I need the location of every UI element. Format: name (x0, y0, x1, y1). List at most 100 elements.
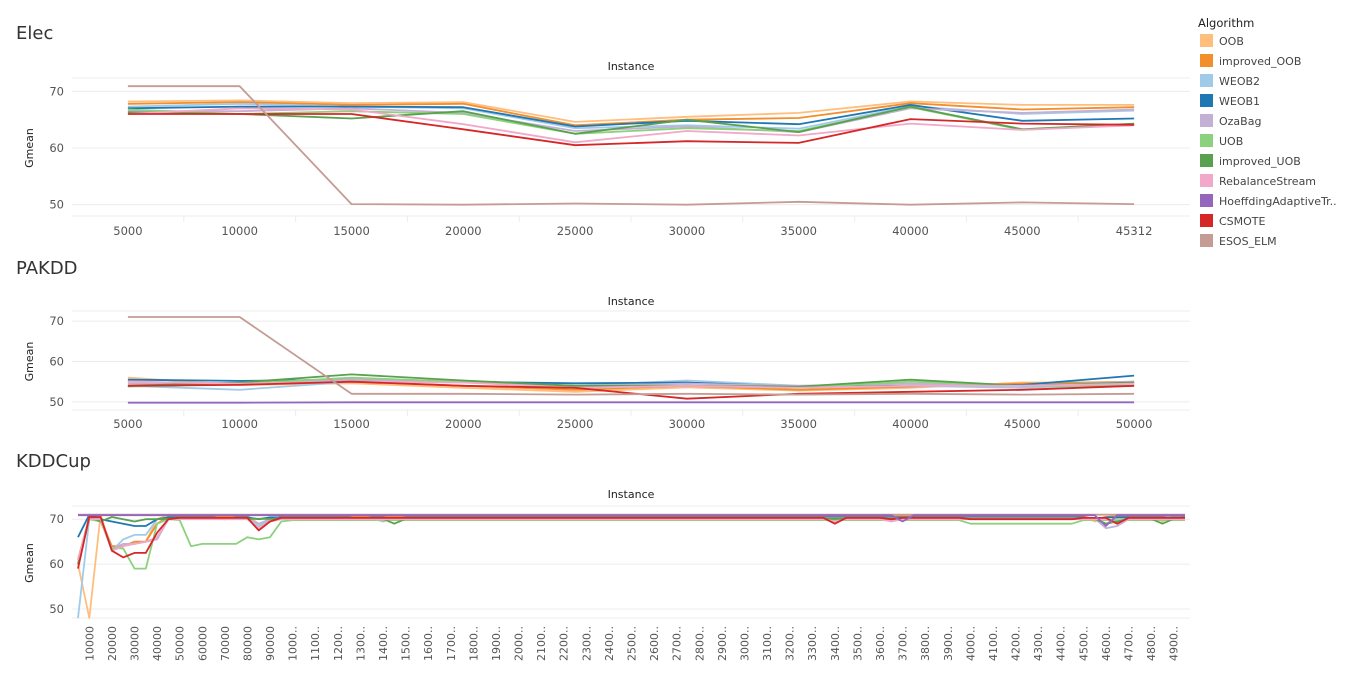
legend-label: WEOB1 (1219, 95, 1260, 108)
x-tick-label: 1000.. (287, 626, 300, 661)
legend-item: WEOB2 (1200, 74, 1260, 88)
series-line-esos-elm (127, 85, 1135, 206)
x-tick-label: 5000 (113, 224, 142, 238)
x-tick-label: 2500.. (626, 626, 639, 661)
x-tick-label: 40000 (892, 417, 929, 431)
x-tick-label: 3600.. (874, 626, 887, 661)
x-tick-label: 4500.. (1077, 626, 1090, 661)
x-tick-label: 2800.. (693, 626, 706, 661)
x-tick-label: 50000 (174, 626, 187, 661)
x-tick-label: 3900.. (942, 626, 955, 661)
legend-swatch (1200, 214, 1213, 227)
legend-item: WEOB1 (1200, 94, 1260, 108)
x-tick-label: 2100.. (535, 626, 548, 661)
x-tick-label: 4400.. (1055, 626, 1068, 661)
legend-item: HoeffdingAdaptiveTr.. (1200, 194, 1337, 208)
x-tick-label: 45312 (1116, 224, 1153, 238)
legend-swatch (1200, 74, 1213, 87)
chart-panel-kddcup: KDDCup Instance Gmean 50 60 70 10000 20000 30000… (16, 451, 1190, 661)
x-tick-label: 1600.. (422, 626, 435, 661)
x-tick-label: 80000 (241, 626, 254, 661)
legend-item: RebalanceStream (1200, 174, 1316, 188)
y-tick-label: 70 (49, 314, 64, 328)
x-tick-label: 4100.. (987, 626, 1000, 661)
y-tick-label: 50 (49, 198, 64, 212)
legend-swatch (1200, 134, 1213, 147)
x-axis-title: Instance (608, 488, 655, 501)
legend-item: OzaBag (1200, 114, 1261, 128)
x-tick-label: 1900.. (490, 626, 503, 661)
x-tick-label: 15000 (333, 224, 370, 238)
series-line-hoeffdingadaptivetr (78, 514, 1185, 527)
x-tick-label: 2000.. (513, 626, 526, 661)
x-tick-label: 2200.. (558, 626, 571, 661)
series-line-rebalancestream (127, 107, 1135, 144)
y-tick-label: 70 (49, 512, 64, 526)
x-tick-label: 2600.. (648, 626, 661, 661)
x-tick-label: 3000.. (738, 626, 751, 661)
x-tick-label: 30000 (669, 224, 706, 238)
x-tick-label: 4600.. (1100, 626, 1113, 661)
x-tick-label: 1700.. (445, 626, 458, 661)
legend-label: WEOB2 (1219, 75, 1260, 88)
legend-label: CSMOTE (1219, 215, 1266, 228)
x-tick-label: 3500.. (851, 626, 864, 661)
x-tick-label: 5000 (113, 417, 142, 431)
y-axis-title: Gmean (23, 543, 36, 583)
y-tick-label: 50 (49, 395, 64, 409)
legend-label: improved_UOB (1219, 155, 1301, 168)
x-tick-label: 45000 (1004, 224, 1041, 238)
legend: Algorithm OOB improved_OOB WEOB2 WEOB1 OzaBag… (1198, 16, 1337, 248)
chart-panel-pakdd: PAKDD Instance Gmean 50 60 70 5000 10000 15000 20… (16, 258, 1190, 431)
legend-label: RebalanceStream (1219, 175, 1316, 188)
x-tick-label: 10000 (221, 417, 258, 431)
x-tick-label: 25000 (557, 224, 594, 238)
x-tick-label: 3300.. (806, 626, 819, 661)
x-tick-label: 2400.. (603, 626, 616, 661)
legend-swatch (1200, 114, 1213, 127)
x-tick-label: 2300.. (580, 626, 593, 661)
panel-title: Elec (16, 23, 53, 44)
legend-item: UOB (1200, 134, 1243, 148)
x-tick-label: 25000 (557, 417, 594, 431)
x-tick-label: 4200.. (1010, 626, 1023, 661)
x-tick-label: 30000 (669, 417, 706, 431)
panel-title: KDDCup (16, 451, 91, 472)
y-axis-title: Gmean (23, 128, 36, 168)
legend-label: UOB (1219, 135, 1243, 148)
legend-swatch (1200, 54, 1213, 67)
legend-item: improved_UOB (1200, 154, 1301, 168)
x-tick-label: 2700.. (671, 626, 684, 661)
series-line-ozabag (77, 517, 1185, 565)
x-tick-label: 3700.. (897, 626, 910, 661)
x-tick-label: 1300.. (354, 626, 367, 661)
x-tick-label: 1200.. (332, 626, 345, 661)
legend-label: improved_OOB (1219, 55, 1301, 68)
legend-item: ESOS_ELM (1200, 234, 1277, 248)
y-axis-title: Gmean (23, 342, 36, 382)
y-tick-label: 60 (49, 557, 64, 571)
legend-label: ESOS_ELM (1219, 235, 1277, 248)
x-tick-label: 1500.. (400, 626, 413, 661)
x-tick-label: 4300.. (1032, 626, 1045, 661)
x-tick-label: 45000 (1004, 417, 1041, 431)
legend-swatch (1200, 174, 1213, 187)
x-tick-label: 4900.. (1168, 626, 1181, 661)
series-line-weob2 (77, 517, 1185, 619)
x-tick-label: 4000.. (964, 626, 977, 661)
legend-swatch (1200, 194, 1213, 207)
series-line-csmote (77, 516, 1185, 569)
x-tick-label: 35000 (780, 417, 817, 431)
x-tick-label: 20000 (106, 626, 119, 661)
legend-item: improved_OOB (1200, 54, 1301, 68)
legend-label: OOB (1219, 35, 1244, 48)
x-tick-label: 50000 (1116, 417, 1153, 431)
x-tick-label: 90000 (264, 626, 277, 661)
series-line-esos-elm (127, 316, 1135, 396)
x-tick-label: 10000 (83, 626, 96, 661)
y-tick-label: 60 (49, 141, 64, 155)
series-line-csmote (127, 380, 1135, 400)
x-tick-label: 10000 (221, 224, 258, 238)
x-tick-label: 3200.. (784, 626, 797, 661)
